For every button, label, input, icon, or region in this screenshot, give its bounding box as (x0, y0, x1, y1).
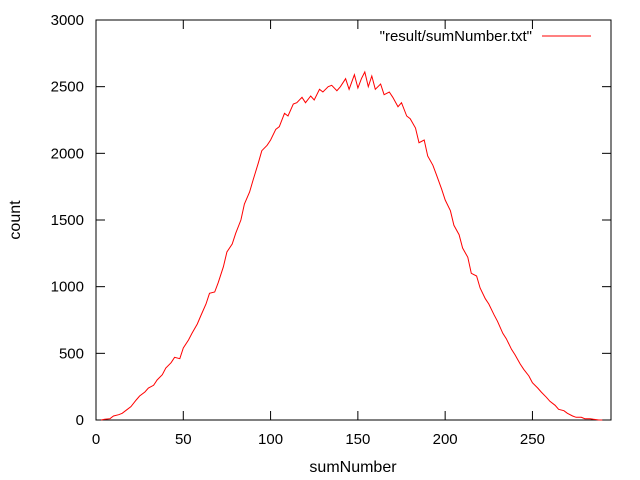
x-tick-label: 200 (433, 431, 458, 448)
y-tick-label: 2500 (51, 79, 84, 96)
y-tick-label: 1500 (51, 212, 84, 229)
legend: "result/sumNumber.txt" (380, 28, 591, 45)
y-axis-ticks: 0 500 1000 1500 2000 2500 3000 (51, 12, 611, 429)
series-line (101, 70, 603, 421)
x-tick-label: 0 (92, 431, 100, 448)
legend-label: "result/sumNumber.txt" (380, 28, 532, 45)
x-axis-label: sumNumber (309, 459, 397, 476)
x-tick-label: 100 (258, 431, 283, 448)
x-tick-label: 250 (520, 431, 545, 448)
y-tick-label: 3000 (51, 12, 84, 29)
y-axis-label: count (7, 200, 24, 240)
y-tick-label: 500 (59, 345, 84, 362)
y-tick-label: 0 (76, 412, 84, 429)
x-tick-label: 150 (345, 431, 370, 448)
y-tick-label: 1000 (51, 279, 84, 296)
x-tick-label: 50 (175, 431, 192, 448)
x-axis-ticks: 0 50 100 150 200 250 (92, 20, 545, 448)
y-tick-label: 2000 (51, 145, 84, 162)
